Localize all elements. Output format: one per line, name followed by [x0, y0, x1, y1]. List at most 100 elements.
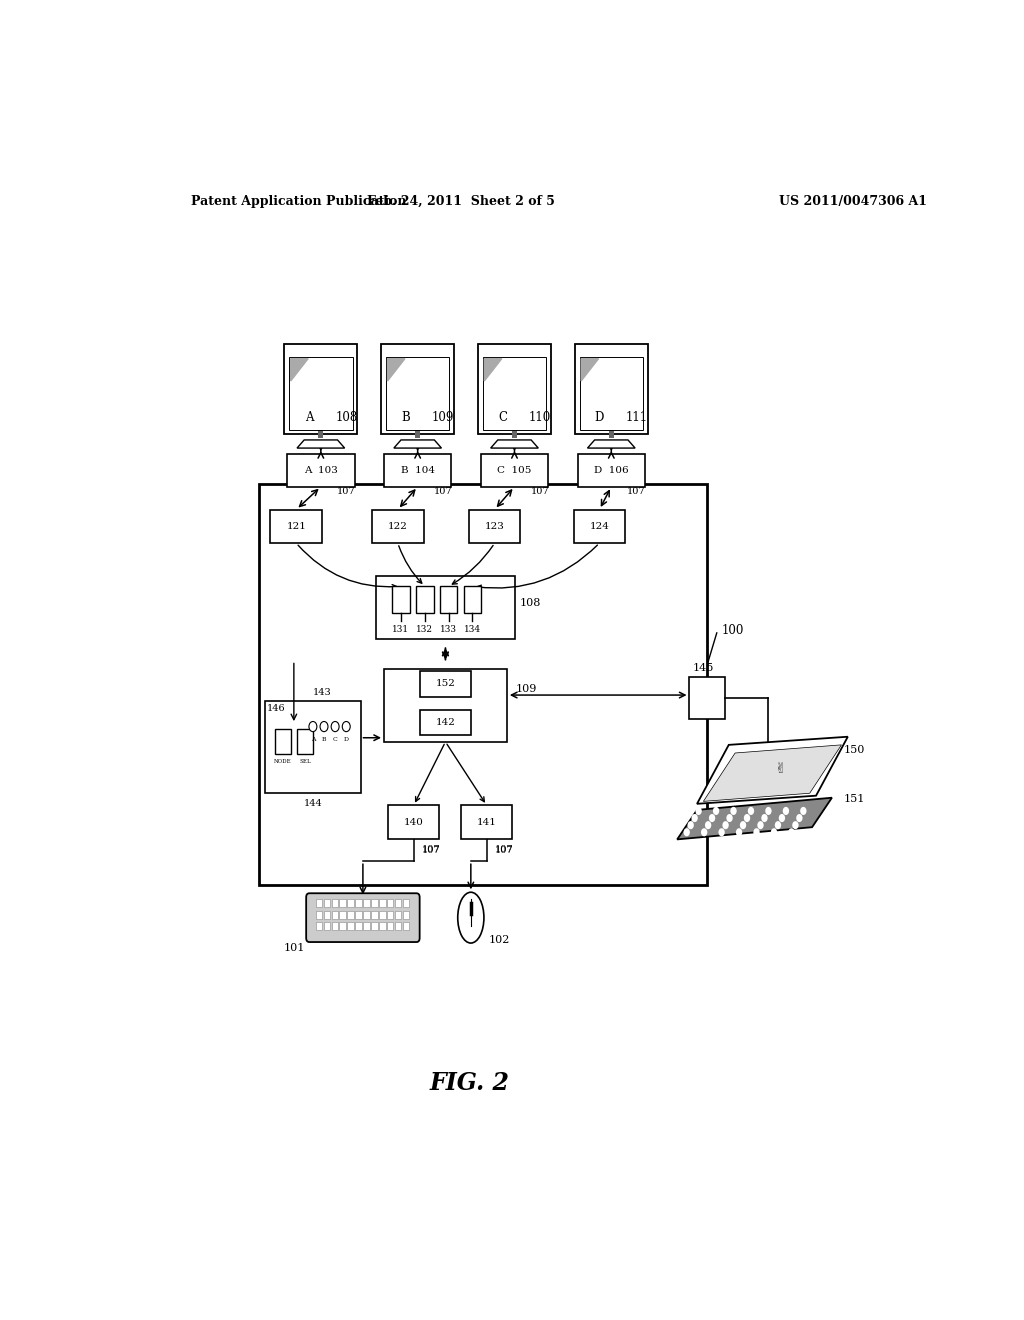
Text: 110: 110 — [528, 411, 551, 424]
Bar — [287, 454, 354, 487]
FancyArrowPatch shape — [416, 744, 444, 801]
Bar — [355, 899, 361, 907]
Circle shape — [779, 814, 785, 822]
Circle shape — [775, 821, 781, 829]
Bar — [297, 729, 313, 754]
Circle shape — [705, 821, 712, 829]
Polygon shape — [588, 440, 635, 447]
Circle shape — [740, 821, 746, 829]
Text: 141: 141 — [477, 817, 497, 826]
Text: 107: 107 — [337, 487, 355, 496]
Bar — [381, 345, 455, 434]
Circle shape — [726, 814, 733, 822]
Circle shape — [754, 828, 760, 837]
Bar — [355, 911, 361, 919]
Bar — [270, 510, 322, 543]
Bar — [387, 911, 393, 919]
Bar — [379, 911, 385, 919]
Text: 142: 142 — [435, 718, 456, 727]
Bar — [315, 911, 322, 919]
Bar — [420, 671, 471, 697]
Circle shape — [771, 828, 777, 837]
Circle shape — [309, 722, 316, 731]
Circle shape — [736, 828, 742, 837]
Bar — [315, 921, 322, 929]
Text: SEL: SEL — [299, 759, 311, 764]
Bar — [372, 911, 378, 919]
Circle shape — [691, 814, 697, 822]
Bar — [440, 586, 458, 612]
Circle shape — [701, 828, 708, 837]
FancyArrowPatch shape — [298, 545, 396, 589]
Text: A  103: A 103 — [304, 466, 338, 475]
Circle shape — [797, 814, 803, 822]
Bar — [384, 669, 507, 742]
Bar — [461, 805, 512, 840]
Text: 151: 151 — [844, 793, 865, 804]
Text: 133: 133 — [440, 624, 457, 634]
Bar — [347, 899, 353, 907]
Bar — [578, 454, 645, 487]
Text: 107: 107 — [530, 487, 549, 496]
Circle shape — [758, 821, 764, 829]
Text: 109: 109 — [432, 411, 455, 424]
Text: 102: 102 — [488, 935, 510, 945]
Bar — [347, 911, 353, 919]
Bar — [372, 899, 378, 907]
Text: 107: 107 — [495, 845, 513, 854]
Text: C: C — [498, 411, 507, 424]
Text: Feb. 24, 2011  Sheet 2 of 5: Feb. 24, 2011 Sheet 2 of 5 — [368, 194, 555, 207]
Text: A: A — [305, 411, 313, 424]
Bar — [324, 911, 330, 919]
Bar — [372, 921, 378, 929]
Circle shape — [321, 722, 328, 731]
FancyArrowPatch shape — [477, 545, 597, 590]
Polygon shape — [677, 797, 831, 840]
Bar — [259, 483, 708, 886]
Text: 140: 140 — [403, 817, 424, 826]
Text: 124: 124 — [590, 521, 609, 531]
Text: D: D — [595, 411, 604, 424]
Text: Patent Application Publication: Patent Application Publication — [191, 194, 407, 207]
Circle shape — [719, 828, 725, 837]
Bar — [384, 454, 452, 487]
Polygon shape — [387, 359, 404, 381]
Bar — [388, 805, 439, 840]
Bar — [364, 899, 370, 907]
Bar — [609, 426, 613, 438]
Polygon shape — [703, 744, 842, 801]
Circle shape — [722, 821, 729, 829]
Text: 146: 146 — [267, 704, 286, 713]
Text: 108: 108 — [519, 598, 541, 607]
Circle shape — [800, 807, 807, 814]
Text: 152: 152 — [435, 680, 456, 688]
Bar — [395, 911, 401, 919]
Bar — [403, 899, 410, 907]
Bar — [395, 899, 401, 907]
Polygon shape — [490, 440, 539, 447]
Text: D: D — [344, 737, 349, 742]
Bar — [379, 921, 385, 929]
Circle shape — [730, 807, 736, 814]
Circle shape — [793, 821, 799, 829]
Bar — [340, 899, 346, 907]
Bar — [364, 911, 370, 919]
Text: C: C — [333, 737, 338, 742]
Bar — [386, 356, 450, 430]
Text: 100: 100 — [722, 623, 744, 636]
Polygon shape — [697, 737, 848, 804]
FancyArrowPatch shape — [446, 744, 484, 801]
Circle shape — [782, 807, 790, 814]
Bar — [580, 356, 643, 430]
Circle shape — [748, 807, 754, 814]
Circle shape — [709, 814, 716, 822]
Text: B: B — [322, 737, 327, 742]
Text: A: A — [310, 737, 315, 742]
Bar — [372, 510, 424, 543]
Bar — [376, 576, 515, 639]
Polygon shape — [291, 359, 308, 381]
Bar — [274, 729, 291, 754]
Text: 107: 107 — [627, 487, 646, 496]
Text: B  104: B 104 — [400, 466, 434, 475]
Bar — [395, 921, 401, 929]
